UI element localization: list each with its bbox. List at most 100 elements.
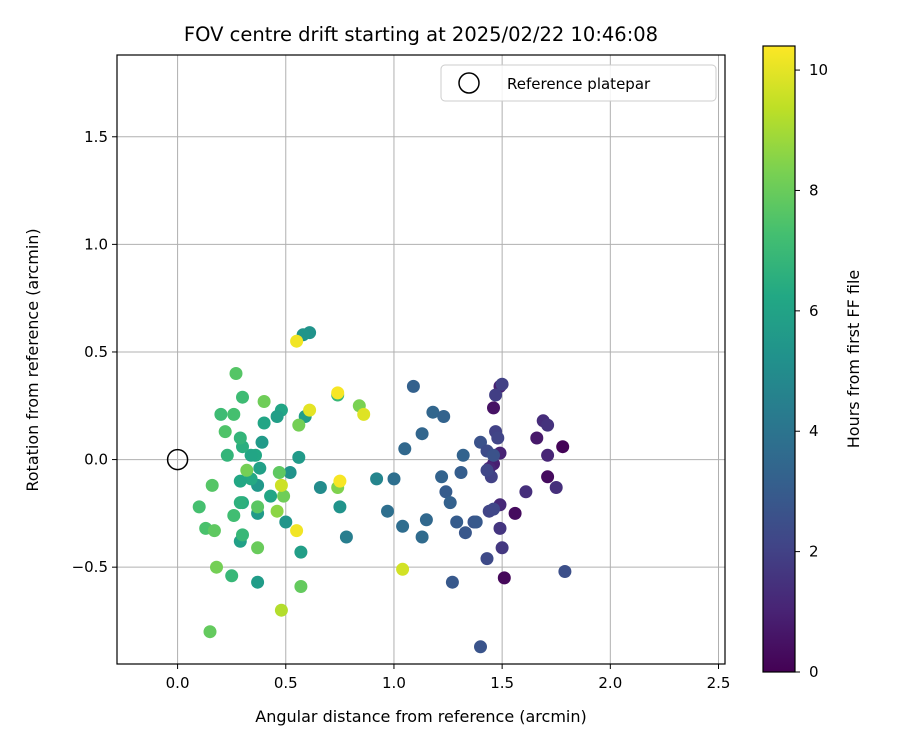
data-point (333, 474, 347, 488)
data-point (251, 500, 265, 514)
data-point (381, 504, 394, 518)
y-axis-label: Rotation from reference (arcmin) (23, 228, 42, 491)
data-point (387, 472, 401, 486)
data-point (426, 405, 440, 419)
data-point (251, 541, 265, 555)
data-point (290, 334, 304, 348)
data-point (439, 485, 453, 499)
x-tick-label: 2.5 (707, 674, 731, 692)
data-point (233, 474, 247, 488)
chart-title: FOV centre drift starting at 2025/02/22 … (184, 23, 658, 46)
data-point (487, 448, 500, 462)
data-point (549, 481, 563, 494)
data-point (454, 466, 468, 479)
data-point (283, 466, 297, 479)
data-point (556, 440, 570, 454)
data-point (270, 504, 284, 518)
data-point (519, 485, 533, 499)
data-point (339, 530, 353, 544)
data-point (495, 541, 509, 555)
data-point (203, 625, 217, 639)
data-point (292, 450, 306, 464)
data-point (233, 496, 247, 510)
data-point (279, 515, 293, 529)
colorbar-tick-label: 2 (809, 543, 819, 561)
colorbar-gradient (763, 46, 795, 672)
x-tick-label: 2.0 (598, 674, 622, 692)
x-axis-label: Angular distance from reference (arcmin) (255, 707, 586, 726)
data-point (333, 500, 347, 514)
data-point (487, 401, 500, 415)
data-point (495, 377, 509, 391)
data-point (205, 478, 219, 492)
y-tick-label: 0.0 (84, 451, 108, 469)
data-point (264, 489, 278, 503)
data-point (257, 416, 271, 430)
data-point (251, 575, 265, 589)
data-point (274, 603, 288, 617)
data-point (480, 552, 494, 566)
data-point (331, 386, 345, 400)
data-point (491, 431, 505, 445)
colorbar: 0 2 4 6 8 10 Hours from first FF file (762, 45, 863, 681)
data-point (294, 545, 308, 559)
reference-platepar-marker (166, 448, 189, 471)
data-point (229, 367, 243, 380)
data-point (227, 509, 241, 522)
y-tick-label: 1.5 (84, 128, 108, 146)
grid-lines (117, 55, 725, 664)
colorbar-tick-label: 8 (809, 181, 819, 199)
data-point (415, 530, 429, 544)
colorbar-frame (762, 45, 796, 673)
y-tick-label: −0.5 (72, 558, 108, 576)
data-point (541, 418, 555, 432)
y-tick-label: 0.5 (84, 343, 108, 361)
colorbar-tick-label: 6 (809, 302, 819, 320)
data-point (357, 407, 371, 421)
data-point (274, 478, 288, 492)
legend-marker-icon (458, 72, 480, 94)
data-point (370, 472, 384, 486)
data-point (493, 521, 507, 535)
data-point (214, 407, 228, 421)
data-point (244, 448, 258, 462)
x-axis-ticks: 0.0 0.5 1.0 1.5 2.0 2.5 (166, 664, 731, 692)
colorbar-label: Hours from first FF file (844, 270, 863, 449)
data-point (396, 519, 410, 533)
data-point (270, 410, 284, 423)
data-point (294, 580, 308, 593)
colorbar-tick-label: 10 (809, 61, 828, 79)
data-point (218, 425, 232, 439)
x-tick-label: 1.0 (382, 674, 406, 692)
data-point (396, 562, 410, 576)
data-point (487, 502, 500, 516)
data-point (419, 513, 433, 527)
data-point (480, 463, 494, 477)
colorbar-ticks: 0 2 4 6 8 10 (795, 61, 828, 681)
data-point (236, 390, 249, 404)
data-point (210, 560, 223, 574)
data-point (227, 407, 241, 421)
data-point (458, 526, 472, 540)
data-point (253, 461, 267, 475)
data-point (303, 403, 317, 417)
y-tick-label: 1.0 (84, 235, 108, 253)
data-point (450, 515, 464, 529)
data-point (207, 524, 221, 538)
colorbar-tick-label: 4 (809, 422, 819, 440)
x-tick-label: 1.5 (490, 674, 514, 692)
data-point (530, 431, 544, 445)
data-point (272, 466, 286, 479)
data-point (292, 418, 306, 432)
data-point (406, 379, 420, 393)
data-point (443, 496, 457, 510)
data-point (469, 515, 483, 529)
data-point (541, 448, 555, 462)
data-point (240, 463, 254, 477)
data-point (541, 470, 555, 484)
data-points (192, 326, 572, 654)
data-point (508, 506, 522, 520)
data-point (290, 524, 304, 538)
data-point (225, 569, 239, 583)
